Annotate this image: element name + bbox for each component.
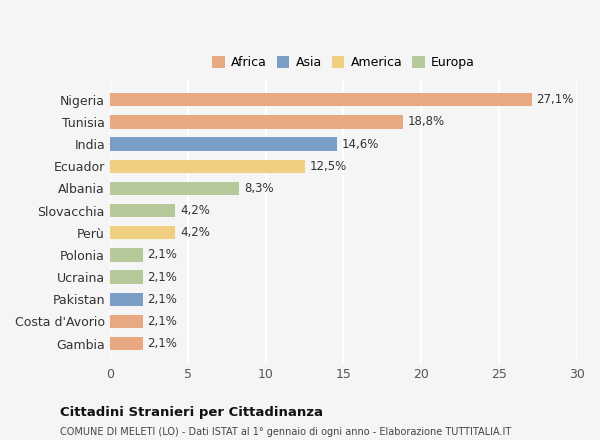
Legend: Africa, Asia, America, Europa: Africa, Asia, America, Europa: [208, 52, 479, 73]
Text: 14,6%: 14,6%: [342, 138, 379, 150]
Text: 8,3%: 8,3%: [244, 182, 274, 195]
Text: 4,2%: 4,2%: [180, 204, 210, 217]
Text: 2,1%: 2,1%: [147, 271, 177, 284]
Text: 27,1%: 27,1%: [536, 93, 574, 106]
Text: COMUNE DI MELETI (LO) - Dati ISTAT al 1° gennaio di ogni anno - Elaborazione TUT: COMUNE DI MELETI (LO) - Dati ISTAT al 1°…: [60, 427, 511, 437]
Text: 2,1%: 2,1%: [147, 315, 177, 328]
Text: Cittadini Stranieri per Cittadinanza: Cittadini Stranieri per Cittadinanza: [60, 406, 323, 419]
Text: 4,2%: 4,2%: [180, 226, 210, 239]
Bar: [110, 293, 143, 306]
Text: 2,1%: 2,1%: [147, 337, 177, 350]
Bar: [110, 337, 143, 350]
Text: 2,1%: 2,1%: [147, 293, 177, 306]
Bar: [110, 137, 337, 151]
Text: 18,8%: 18,8%: [407, 115, 445, 128]
Text: 2,1%: 2,1%: [147, 249, 177, 261]
Bar: [110, 271, 143, 284]
Bar: [110, 115, 403, 128]
Bar: [110, 182, 239, 195]
Bar: [110, 248, 143, 262]
Bar: [110, 204, 175, 217]
Bar: [110, 93, 532, 106]
Bar: [110, 226, 175, 239]
Bar: [110, 160, 305, 173]
Text: 12,5%: 12,5%: [309, 160, 346, 173]
Bar: [110, 315, 143, 328]
